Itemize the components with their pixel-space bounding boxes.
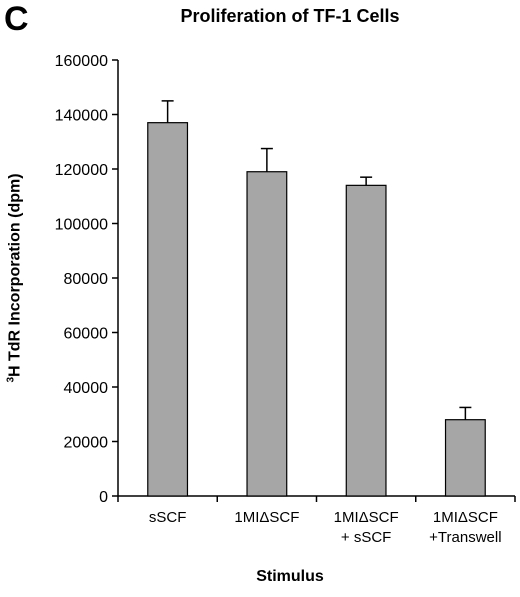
y-tick-label: 0 [99,489,108,506]
y-tick-label: 20000 [64,435,109,452]
x-category-label: 1MIΔSCF [334,509,399,526]
y-tick-label: 160000 [55,53,108,70]
x-axis-label: Stimulus [256,568,324,585]
panel-letter: C [4,0,29,38]
y-tick-label: 60000 [64,326,109,343]
y-tick-label: 120000 [55,162,108,179]
bar [444,419,486,497]
bar [345,184,387,497]
bar [147,122,189,497]
y-tick-label: 80000 [64,271,109,288]
y-tick-label: 140000 [55,108,108,125]
x-category-label: 1MIΔSCF [234,509,299,526]
x-category-label: sSCF [149,509,187,526]
x-category-label: +Transwell [429,529,501,546]
y-tick-label: 100000 [55,217,108,234]
bar [246,171,288,497]
chart-title: Proliferation of TF-1 Cells [180,6,400,26]
x-category-label: + sSCF [341,529,391,546]
y-tick-label: 40000 [64,380,109,397]
x-category-label: 1MIΔSCF [433,509,498,526]
